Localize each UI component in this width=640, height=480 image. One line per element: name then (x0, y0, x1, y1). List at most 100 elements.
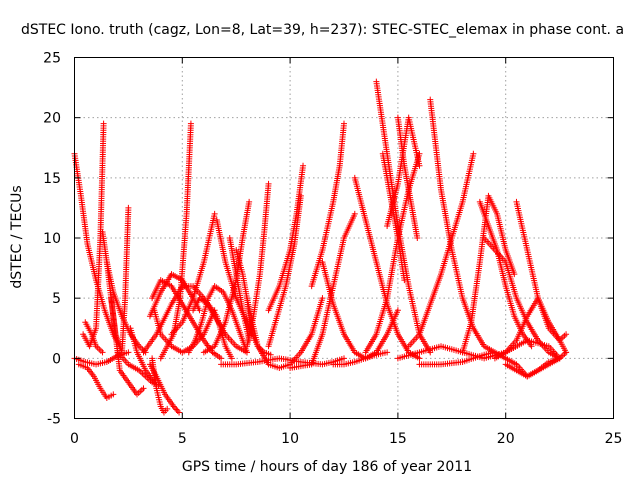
data-point (228, 307, 235, 314)
data-point (125, 204, 132, 211)
y-tick-label: 15 (43, 171, 61, 187)
data-point (218, 355, 225, 362)
data-point (140, 385, 147, 392)
data-point (75, 361, 82, 368)
data-point (84, 241, 91, 248)
data-point (93, 361, 100, 368)
series-4 (80, 120, 107, 350)
data-point (82, 319, 89, 326)
y-tick-label: 25 (43, 51, 61, 67)
series-5 (82, 319, 106, 356)
data-point (140, 349, 147, 356)
data-point (228, 355, 235, 362)
data-point (233, 343, 240, 350)
series-17 (157, 120, 194, 362)
chart-title: dSTEC Iono. truth (cagz, Lon=8, Lat=39, … (21, 22, 624, 38)
data-point (187, 120, 194, 127)
data-point (170, 403, 177, 410)
series-12 (149, 355, 171, 416)
data-point (209, 349, 216, 356)
data-point (103, 395, 110, 402)
data-point (97, 385, 104, 392)
data-point (177, 295, 184, 302)
data-point (101, 307, 108, 314)
data-point (149, 295, 156, 302)
x-tick-label: 10 (281, 431, 299, 447)
data-point (88, 331, 95, 338)
data-point (168, 331, 175, 338)
x-tick-labels: 0 5 10 15 20 25 (70, 431, 622, 447)
data-point (157, 277, 164, 284)
y-tick-label: 20 (43, 111, 61, 127)
data-point (157, 403, 164, 410)
data-point (125, 379, 132, 386)
data-point (185, 349, 192, 356)
data-point (99, 228, 106, 235)
x-tick-label: 25 (605, 431, 623, 447)
data-point (157, 289, 164, 296)
data-point (162, 391, 169, 398)
data-point (200, 337, 207, 344)
data-point (153, 385, 160, 392)
data-point (110, 391, 117, 398)
data-point (190, 307, 197, 314)
data-point (134, 349, 141, 356)
x-tick-label: 0 (70, 431, 79, 447)
data-point (90, 373, 97, 380)
data-point (125, 361, 132, 368)
data-point (237, 331, 244, 338)
y-tick-label: -5 (47, 412, 61, 428)
data-point (190, 319, 197, 326)
series-43 (416, 349, 563, 380)
series-18 (168, 210, 218, 338)
data-point (134, 391, 141, 398)
x-tick-label: 20 (497, 431, 515, 447)
data-point (110, 289, 117, 296)
series-15 (151, 307, 218, 356)
data-point (136, 367, 143, 374)
data-point (122, 295, 129, 302)
data-point (80, 331, 87, 338)
data-point (103, 358, 110, 365)
series-trail-mark (174, 407, 181, 414)
data-point (200, 331, 207, 338)
data-point (84, 364, 91, 371)
data-point (179, 349, 186, 356)
data-point (192, 337, 199, 344)
data-point (93, 325, 100, 332)
data-point (160, 409, 167, 416)
data-point (176, 409, 183, 416)
data-point (86, 343, 93, 350)
data-point (213, 313, 220, 320)
data-point (100, 120, 107, 127)
data-point (243, 349, 250, 356)
data-point (157, 331, 164, 338)
series-3 (75, 361, 117, 402)
data-point (93, 343, 100, 350)
y-tick-label: 10 (43, 231, 61, 247)
data-point (77, 192, 84, 199)
data-point (196, 307, 203, 314)
data-point (222, 343, 229, 350)
data-point (125, 349, 132, 356)
data-point (99, 349, 106, 356)
x-tick-label: 15 (389, 431, 407, 447)
data-point (220, 289, 227, 296)
y-tick-label: 0 (52, 351, 61, 367)
data-point (168, 283, 175, 290)
series-trail-mark (173, 406, 180, 413)
data-point (198, 319, 205, 326)
data-point (196, 295, 203, 302)
data-point (82, 358, 89, 365)
x-tick-label: 5 (178, 431, 187, 447)
data-point (190, 295, 197, 302)
data-point (149, 355, 156, 362)
data-point (183, 210, 190, 217)
data-point (211, 210, 218, 217)
y-axis-label: dSTEC / TECUs (9, 185, 25, 288)
data-point (157, 355, 164, 362)
data-point (116, 367, 123, 374)
data-point (205, 295, 212, 302)
data-point (222, 331, 229, 338)
series-10 (127, 325, 158, 386)
